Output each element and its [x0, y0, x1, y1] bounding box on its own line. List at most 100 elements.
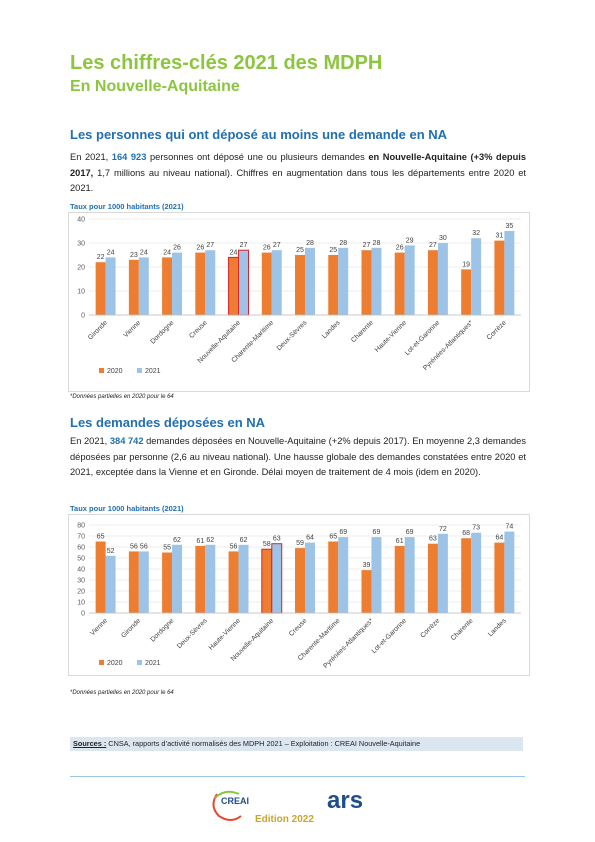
y-tick-label: 20: [77, 589, 85, 596]
data-label: 62: [206, 537, 214, 544]
data-label: 27: [206, 242, 214, 249]
data-label: 58: [263, 541, 271, 548]
bar: [261, 548, 273, 614]
text: personnes ont déposé une ou plusieurs de…: [146, 152, 369, 162]
bar: [271, 250, 282, 315]
data-label: 27: [240, 242, 248, 249]
data-label: 55: [163, 545, 171, 552]
legend-swatch: [137, 660, 142, 665]
data-label: 69: [406, 529, 414, 536]
sources: Sources : CNSA, rapports d’activité norm…: [70, 737, 523, 751]
key-figure: 384 742: [109, 436, 144, 446]
text: En 2021,: [70, 152, 112, 162]
data-label: 64: [306, 535, 314, 542]
text: 1,7 millions au niveau national). Chiffr…: [70, 167, 526, 194]
data-label: 65: [329, 534, 337, 541]
x-tick-label: Charente: [350, 319, 375, 344]
bar: [427, 250, 438, 315]
bar: [394, 252, 405, 315]
footnote: *Données partielles en 2020 pour le 64: [70, 394, 174, 400]
data-label: 28: [339, 240, 347, 247]
data-label: 72: [439, 526, 447, 533]
bar: [138, 257, 149, 315]
y-tick-label: 0: [81, 313, 85, 320]
bar: [195, 252, 206, 315]
bar: [504, 531, 515, 613]
bar: [494, 542, 505, 613]
data-label: 65: [97, 534, 105, 541]
bar: [238, 249, 250, 316]
data-label: 68: [462, 530, 470, 537]
section-heading: Les demandes déposées en NA: [70, 415, 266, 430]
logo-swirl: [214, 790, 240, 799]
bar: [427, 543, 438, 613]
bar: [394, 545, 405, 613]
y-tick-label: 10: [77, 600, 85, 607]
divider: [70, 776, 525, 777]
data-label: 26: [396, 245, 404, 252]
y-tick-label: 40: [77, 567, 85, 574]
x-tick-label: Haute-Vienne: [208, 617, 242, 651]
bar: [437, 243, 448, 315]
data-label: 69: [339, 529, 347, 536]
x-tick-label: Dordogne: [149, 319, 175, 345]
bar: [404, 245, 415, 315]
data-label: 69: [373, 529, 381, 536]
x-tick-label: Lot-et-Garonne: [371, 617, 409, 655]
data-label: 27: [363, 242, 371, 249]
text: En 2021,: [70, 436, 110, 446]
bar: [371, 247, 382, 315]
bar: [95, 541, 106, 613]
bar: [228, 551, 239, 613]
bar: [328, 255, 339, 315]
data-label: 24: [230, 249, 238, 256]
bar: [328, 541, 339, 613]
bar: [138, 551, 149, 613]
legend-swatch: [137, 368, 142, 373]
bar: [162, 257, 173, 315]
bar: [228, 256, 240, 316]
bar: [295, 548, 305, 613]
bar: [172, 544, 183, 613]
logo-swirl: [212, 793, 242, 821]
y-tick-label: 60: [77, 545, 85, 552]
bar: [504, 231, 515, 315]
data-label: 30: [439, 235, 447, 242]
data-label: 25: [329, 247, 337, 254]
x-tick-label: Charente: [450, 617, 475, 642]
chart-title: Taux pour 1000 habitants (2021): [70, 504, 184, 513]
bar: [338, 247, 349, 315]
data-label: 73: [472, 525, 480, 532]
bar: [205, 544, 216, 613]
logo-ars: ars: [327, 787, 363, 814]
bar: [471, 532, 482, 613]
x-tick-label: Haute-Vienne: [374, 319, 408, 353]
legend-swatch: [99, 660, 104, 665]
bar: [494, 240, 505, 315]
sources-label: Sources :: [73, 739, 107, 748]
y-tick-label: 30: [77, 241, 85, 248]
chart-title: Taux pour 1000 habitants (2021): [70, 202, 184, 211]
bar: [461, 269, 472, 315]
x-tick-label: Corrèze: [486, 319, 508, 341]
footer-logos: CREAI ars Edition 2022: [212, 787, 363, 825]
legend-swatch: [99, 368, 104, 373]
data-label: 26: [173, 245, 181, 252]
data-label: 24: [163, 249, 171, 256]
data-label: 22: [97, 254, 105, 261]
bar: [205, 250, 216, 315]
y-tick-label: 70: [77, 534, 85, 541]
data-label: 74: [505, 524, 513, 531]
data-label: 29: [406, 237, 414, 244]
legend-label: 2021: [145, 660, 161, 667]
x-tick-label: Lot-et-Garonne: [404, 319, 442, 357]
data-label: 61: [196, 538, 204, 545]
bar: [128, 259, 139, 315]
bar: [105, 555, 116, 613]
data-label: 28: [306, 240, 314, 247]
x-tick-label: Gironde: [120, 617, 142, 639]
data-label: 56: [230, 543, 238, 550]
x-tick-label: Dordogne: [149, 617, 175, 643]
y-tick-label: 0: [81, 611, 85, 618]
